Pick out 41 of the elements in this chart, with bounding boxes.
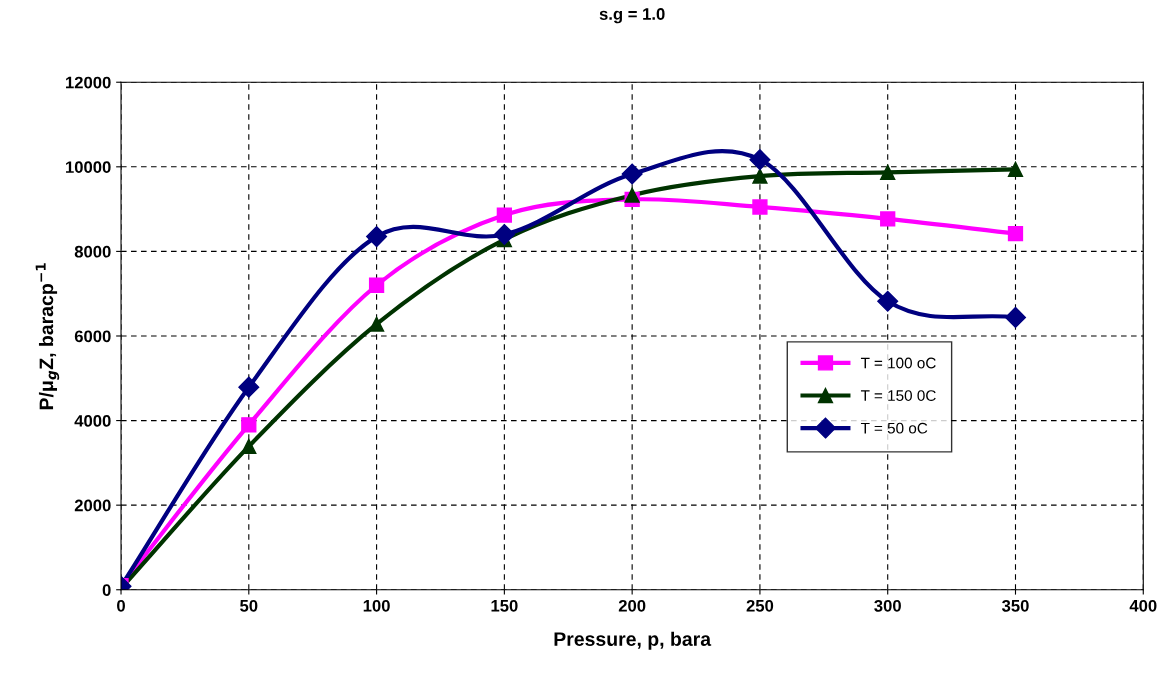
point <box>880 164 896 180</box>
chart-title: s.g = 1.0 <box>599 8 665 24</box>
point <box>366 226 388 248</box>
point <box>1007 161 1024 177</box>
y-tick-label: 2000 <box>74 499 111 512</box>
point <box>493 223 515 246</box>
point <box>749 149 771 171</box>
point <box>621 163 643 185</box>
point <box>241 417 257 433</box>
legend-label: T = 150 0C <box>860 390 936 401</box>
y-axis-title: P/μ$_{g}$Z, baracp$^{−1}$ <box>35 263 60 410</box>
point <box>241 438 257 455</box>
x-tick-label: 100 <box>363 599 390 612</box>
y-tick-label: 6000 <box>74 330 111 343</box>
x-tick-label: 200 <box>618 599 646 612</box>
point <box>368 277 385 293</box>
y-tick-label: 12000 <box>66 76 111 89</box>
point <box>752 199 768 215</box>
point <box>1007 225 1024 242</box>
legend-label: T = 100 oC <box>860 357 936 369</box>
point <box>238 376 260 398</box>
x-tick-label: 300 <box>874 599 901 612</box>
point <box>752 168 768 184</box>
point <box>880 211 896 227</box>
x-tick-label: 400 <box>1129 599 1157 612</box>
x-tick-label: 350 <box>1001 599 1029 612</box>
point <box>368 316 385 332</box>
point <box>624 187 640 203</box>
legend-label: T = 50 oC <box>860 422 928 434</box>
y-tick-label: 8000 <box>74 245 111 258</box>
x-tick-label: 250 <box>746 599 774 612</box>
point <box>496 207 513 223</box>
y-tick-label: 10000 <box>66 161 111 174</box>
x-tick-label: 0 <box>117 599 125 612</box>
y-tick-label: 0 <box>102 584 111 596</box>
x-tick-label: 150 <box>491 599 518 612</box>
y-tick-label: 4000 <box>74 414 111 427</box>
x-axis-title: Pressure, p, bara <box>554 631 712 650</box>
x-tick-label: 50 <box>240 599 258 612</box>
point <box>877 290 899 312</box>
point <box>1004 306 1027 328</box>
